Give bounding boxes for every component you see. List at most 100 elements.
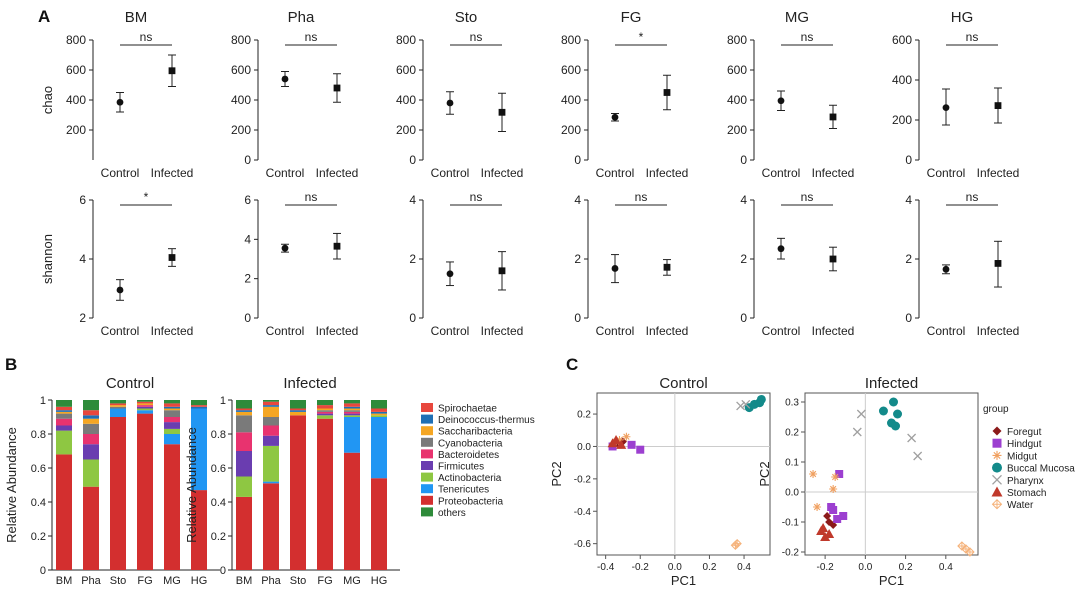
segment-tenericutes	[263, 481, 279, 484]
legend-marker	[992, 438, 1002, 448]
point-pharynx	[736, 401, 746, 411]
mean-marker	[333, 84, 341, 92]
point-buccal-mucosa	[893, 409, 903, 419]
x-shape	[736, 401, 746, 411]
y-tick-label: 200	[561, 123, 581, 137]
x-tick-label: Infected	[812, 166, 855, 180]
y-tick-label: 600	[892, 33, 912, 47]
y-tick-label: 0.0	[785, 488, 799, 499]
point-midgut	[831, 473, 840, 481]
segment-deinococcus-thermus	[263, 405, 279, 407]
mean-marker	[994, 260, 1002, 267]
square-shape	[833, 515, 842, 523]
bar-sto	[290, 400, 306, 570]
plot-chao-fg: FG 0 200 400 600 800 Control Infected *	[561, 9, 688, 180]
bar-pha	[263, 400, 279, 570]
segment-saccharibacteria	[317, 408, 333, 411]
mean-marker	[498, 108, 506, 116]
segment-firmicutes	[317, 413, 333, 416]
x-tick-label: 0.2	[899, 562, 913, 573]
y-tick-label: 400	[231, 93, 251, 107]
x-tick-label: Infected	[646, 324, 689, 338]
point-water	[965, 547, 975, 557]
x-shape	[992, 474, 1002, 485]
point-hindgut	[627, 440, 636, 449]
legend-item: Proteobacteria	[421, 495, 503, 507]
x-tick-label: Pha	[261, 575, 281, 587]
y-tick-label: 400	[396, 93, 416, 107]
legend-label: Foregut	[1007, 427, 1042, 438]
legend-marker	[992, 474, 1002, 485]
plot-shannon-sto: 0 2 4 Control Infected ns	[409, 190, 523, 338]
x-tick-label: Control	[101, 166, 140, 180]
legend-label: Water	[1007, 500, 1034, 511]
segment-actinobacteria	[371, 415, 387, 417]
y-tick-label: 800	[231, 33, 251, 47]
segment-tenericutes	[344, 417, 360, 453]
x-tick-label: Control	[762, 324, 801, 338]
segment-others	[263, 400, 279, 402]
significance-label: ns	[966, 30, 979, 44]
segment-others	[56, 400, 72, 407]
legend-item: Pharynx	[992, 474, 1044, 487]
segment-proteobacteria	[236, 496, 252, 570]
significance-label: ns	[966, 190, 979, 204]
y-tick-label: 0.4	[211, 497, 226, 509]
x-shape	[907, 433, 917, 443]
x-tick-label: Infected	[151, 324, 194, 338]
significance-label: ns	[470, 190, 483, 204]
legend-swatch	[421, 414, 433, 424]
infected-point	[829, 246, 837, 272]
y-tick-label: 200	[892, 113, 912, 127]
y-axis-label: PC2	[549, 461, 564, 486]
y-tick-label: 1	[40, 395, 46, 407]
segment-proteobacteria	[137, 413, 153, 570]
y-tick-label: 0.4	[31, 497, 46, 509]
legend-item: Actinobacteria	[421, 472, 502, 484]
segment-spirochaetae	[164, 403, 180, 407]
segment-tenericutes	[110, 408, 126, 417]
square-shape	[636, 445, 645, 454]
segment-spirochaetae	[191, 405, 207, 407]
significance-label: *	[144, 190, 149, 204]
point-hindgut	[835, 470, 844, 478]
legend-label: Hindgut	[1007, 439, 1042, 450]
y-tick-label: 600	[396, 63, 416, 77]
x-tick-label: Sto	[290, 575, 307, 587]
segment-cyanobacteria	[110, 406, 126, 409]
bar-pha	[83, 400, 99, 570]
legend-item: Buccal Mucosa	[992, 462, 1075, 475]
legend-swatch	[421, 437, 433, 447]
mean-marker	[663, 263, 671, 271]
plot-shannon-bm: 2 4 6 Control Infected *	[79, 190, 193, 338]
segment-saccharibacteria	[236, 411, 252, 416]
y-tick-label: 2	[244, 272, 251, 286]
control-point	[446, 261, 454, 287]
segment-deinococcus-thermus	[290, 410, 306, 412]
mean-marker	[116, 98, 124, 106]
point-stomach	[818, 523, 829, 532]
x-axis-label: PC1	[671, 573, 696, 588]
segment-firmicutes	[56, 425, 72, 431]
mean-marker	[168, 67, 176, 75]
control-point	[116, 92, 124, 113]
y-axis-label: shannon	[40, 234, 55, 284]
x-tick-label: Control	[762, 166, 801, 180]
y-tick-label: 2	[409, 252, 416, 266]
segment-firmicutes	[137, 406, 153, 409]
point-hindgut	[827, 503, 836, 511]
x-tick-label: HG	[371, 575, 388, 587]
legend-item: Hindgut	[992, 438, 1042, 450]
y-tick-label: 4	[409, 193, 416, 207]
legend-item: Cyanobacteria	[421, 437, 503, 449]
segment-saccharibacteria	[290, 411, 306, 416]
x-tick-label: Infected	[316, 166, 359, 180]
control-point	[942, 88, 950, 126]
control-point	[942, 264, 950, 275]
diamond-shape	[823, 512, 832, 520]
y-tick-label: 0	[905, 153, 912, 167]
x-tick-label: MG	[163, 575, 181, 587]
point-midgut	[615, 435, 624, 444]
significance-label: ns	[305, 190, 318, 204]
mean-marker	[446, 99, 454, 107]
